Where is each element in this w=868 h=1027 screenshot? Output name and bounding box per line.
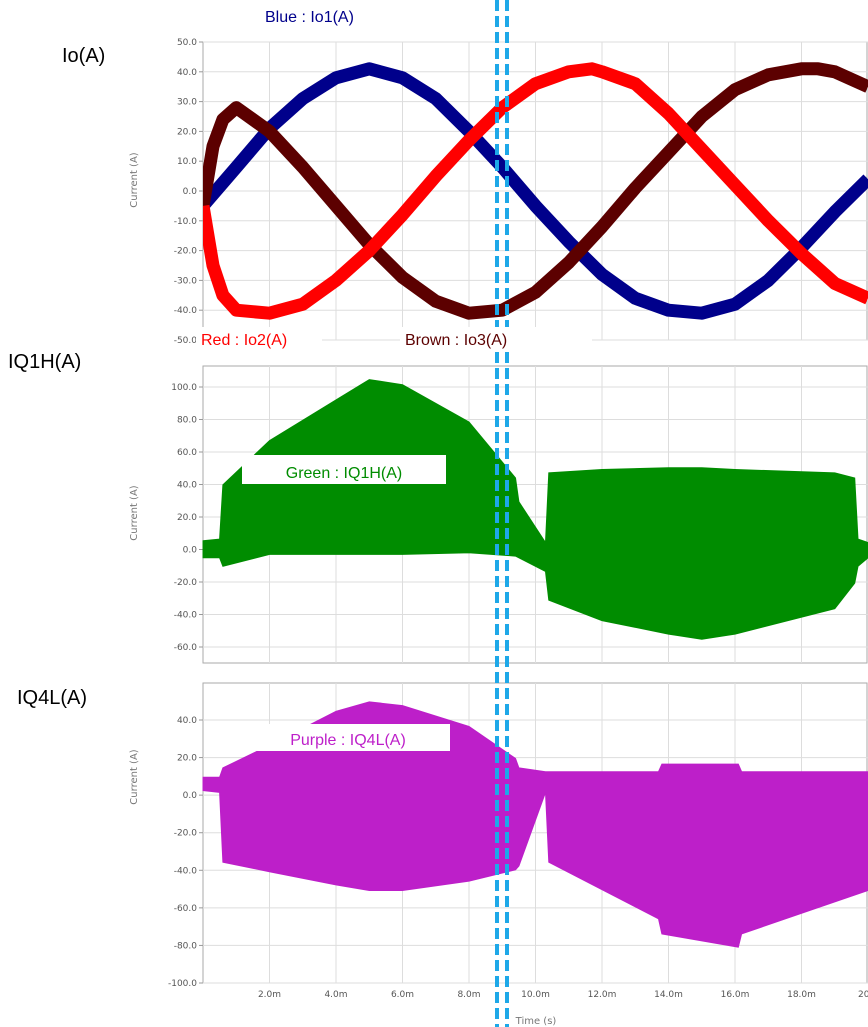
y-tick-label: -80.0 (174, 941, 198, 951)
legend-box (196, 327, 322, 351)
panel-label: Io(A) (62, 45, 105, 67)
x-axis-label: Time (s) (515, 1016, 557, 1027)
series-annotation: Brown : Io3(A) (405, 332, 507, 349)
series-Io2(A) (203, 62, 868, 320)
y-tick-label: 20.0 (177, 513, 197, 523)
series-Io1(A) (203, 62, 868, 320)
y-tick-label: 60.0 (177, 448, 197, 458)
series-IQ4L(A) (202, 701, 868, 948)
y-tick-label: -10.0 (174, 217, 198, 227)
y-tick-label: -60.0 (174, 643, 198, 653)
series-annotation: Blue : Io1(A) (265, 9, 354, 26)
y-tick-label: 0.0 (183, 791, 198, 801)
series-annotation: Green : IQ1H(A) (286, 465, 402, 482)
y-tick-label: 40.0 (177, 481, 197, 491)
series-annotation: Purple : IQ4L(A) (290, 732, 406, 749)
y-tick-label: 0.0 (183, 187, 198, 197)
series-IQ1H(A) (202, 379, 868, 640)
y-tick-label: 30.0 (177, 98, 197, 108)
y-tick-label: -50.0 (174, 336, 198, 346)
series-annotation: Red : Io2(A) (201, 332, 287, 349)
y-tick-label: 10.0 (177, 157, 197, 167)
panel-label: IQ1H(A) (8, 351, 81, 373)
x-tick-label: 16.0m (721, 990, 750, 1000)
y-tick-label: 0.0 (183, 546, 198, 556)
y-axis-label: Current (A) (129, 485, 140, 540)
x-tick-label: 6.0m (391, 990, 414, 1000)
y-axis-label: Current (A) (129, 749, 140, 804)
x-tick-label: 18.0m (787, 990, 816, 1000)
series-Io3(A) (203, 62, 868, 320)
y-tick-label: -20.0 (174, 578, 198, 588)
x-tick-label: 14.0m (654, 990, 683, 1000)
x-tick-label: 8.0m (457, 990, 480, 1000)
y-tick-label: 40.0 (177, 716, 197, 726)
x-tick-label: 20.0 (858, 990, 868, 1000)
legend-box (400, 327, 592, 351)
y-tick-label: -60.0 (174, 904, 198, 914)
x-tick-label: 10.0m (521, 990, 550, 1000)
y-tick-label: -100.0 (168, 979, 197, 989)
x-tick-label: 2.0m (258, 990, 281, 1000)
y-tick-label: 20.0 (177, 127, 197, 137)
legend-box (242, 455, 446, 484)
x-tick-label: 12.0m (588, 990, 617, 1000)
panel-label: IQ4L(A) (17, 687, 87, 709)
y-tick-label: 50.0 (177, 38, 197, 48)
y-tick-label: -40.0 (174, 866, 198, 876)
x-tick-label: 4.0m (324, 990, 347, 1000)
y-tick-label: 40.0 (177, 68, 197, 78)
y-tick-label: 80.0 (177, 416, 197, 426)
y-tick-label: -40.0 (174, 306, 198, 316)
y-tick-label: -20.0 (174, 247, 198, 257)
y-tick-label: -30.0 (174, 276, 198, 286)
y-tick-label: 100.0 (171, 383, 197, 393)
y-tick-label: -40.0 (174, 611, 198, 621)
y-tick-label: 20.0 (177, 754, 197, 764)
y-axis-label: Current (A) (129, 152, 140, 207)
legend-box (246, 724, 450, 751)
y-tick-label: -20.0 (174, 829, 198, 839)
